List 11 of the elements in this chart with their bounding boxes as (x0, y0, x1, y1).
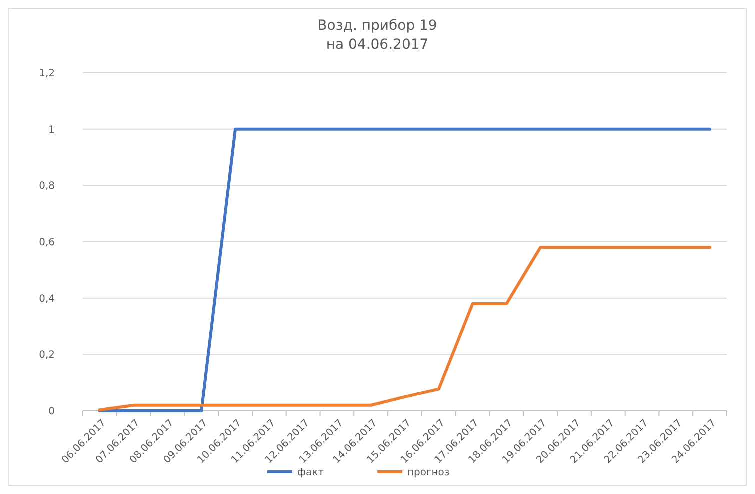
y-tick-label: 1,2 (39, 68, 55, 80)
line-series (98, 246, 712, 412)
y-tick-label: 0 (48, 406, 55, 418)
legend-label: прогноз (408, 468, 450, 478)
y-tick-label: 0,4 (39, 294, 55, 305)
y-tick-label: 1 (48, 124, 55, 136)
y-tick-label: 0,2 (39, 350, 55, 362)
y-tick-label: 0,8 (39, 181, 55, 192)
chart-title: Возд. прибор 19 на 04.06.2017 (318, 18, 438, 53)
legend-label: факт (298, 468, 324, 478)
y-tick-label: 0,6 (39, 238, 55, 248)
